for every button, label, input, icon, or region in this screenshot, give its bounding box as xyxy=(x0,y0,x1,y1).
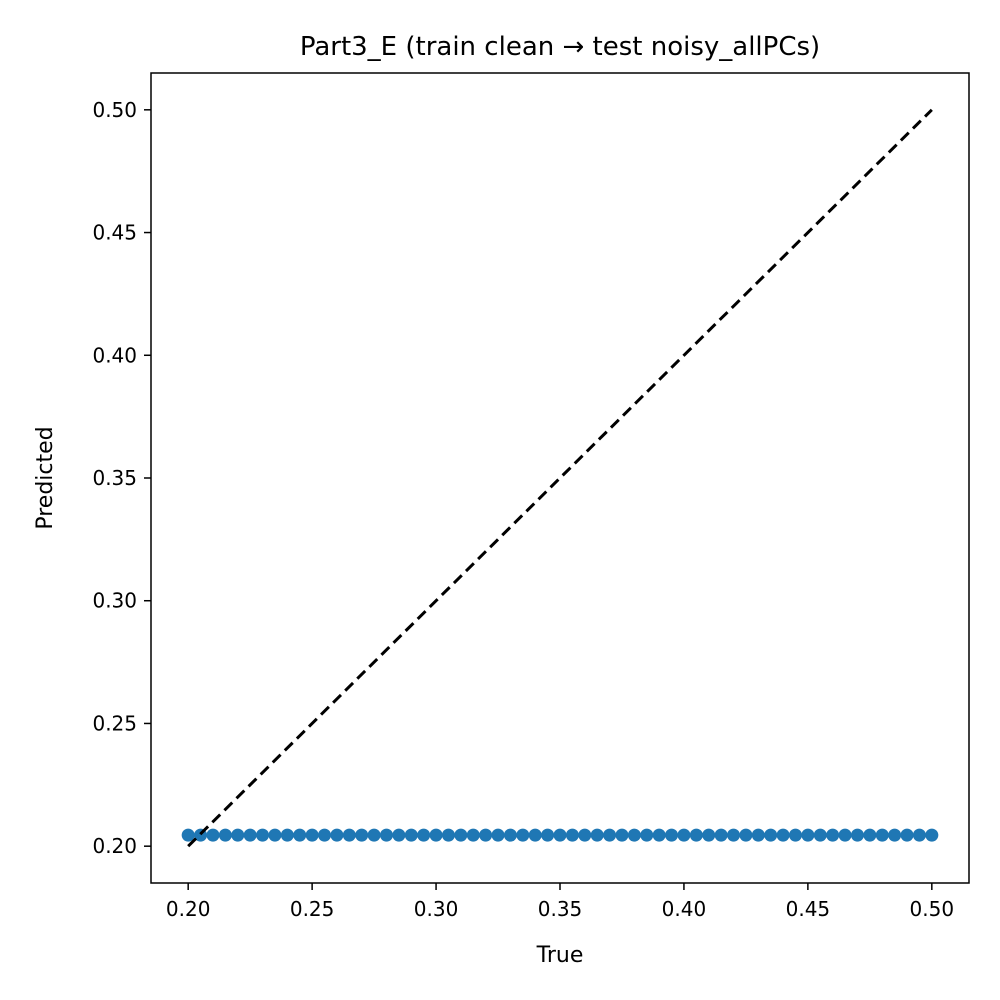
scatter-point xyxy=(367,828,381,842)
scatter-point xyxy=(330,828,344,842)
scatter-point xyxy=(454,828,468,842)
scatter-point xyxy=(429,828,443,842)
scatter-point xyxy=(776,828,790,842)
x-tick-label: 0.30 xyxy=(414,897,459,921)
scatter-point xyxy=(417,828,431,842)
scatter-point xyxy=(813,828,827,842)
scatter-point xyxy=(900,828,914,842)
scatter-point xyxy=(863,828,877,842)
x-tick-label: 0.45 xyxy=(786,897,831,921)
y-axis-label: Predicted xyxy=(33,426,58,529)
scatter-point xyxy=(714,828,728,842)
scatter-point xyxy=(541,828,555,842)
scatter-point xyxy=(590,828,604,842)
scatter-point xyxy=(603,828,617,842)
scatter-point xyxy=(342,828,356,842)
scatter-point xyxy=(739,828,753,842)
scatter-point xyxy=(640,828,654,842)
scatter-point xyxy=(665,828,679,842)
scatter-point xyxy=(392,828,406,842)
scatter-point xyxy=(516,828,530,842)
scatter-point xyxy=(218,828,232,842)
scatter-point xyxy=(466,828,480,842)
x-tick-label: 0.25 xyxy=(290,897,335,921)
scatter-point xyxy=(503,828,517,842)
scatter-point xyxy=(677,828,691,842)
scatter-point xyxy=(305,828,319,842)
scatter-point xyxy=(379,828,393,842)
scatter-point xyxy=(181,828,195,842)
y-tick-label: 0.20 xyxy=(92,834,137,858)
scatter-point xyxy=(441,828,455,842)
scatter-point xyxy=(528,828,542,842)
scatter-point xyxy=(627,828,641,842)
scatter-point xyxy=(565,828,579,842)
scatter-point xyxy=(206,828,220,842)
plot-area xyxy=(181,108,939,848)
plot-frame xyxy=(150,72,970,884)
scatter-point xyxy=(293,828,307,842)
x-axis: 0.20 0.25 0.30 0.35 0.40 0.45 0.50 xyxy=(166,883,954,921)
y-tick-label: 0.50 xyxy=(92,98,137,122)
scatter-point xyxy=(491,828,505,842)
y-tick-label: 0.40 xyxy=(92,343,137,367)
scatter-point xyxy=(479,828,493,842)
x-tick-label: 0.50 xyxy=(910,897,955,921)
x-tick-label: 0.35 xyxy=(538,897,583,921)
scatter-point xyxy=(764,828,778,842)
scatter-point xyxy=(318,828,332,842)
scatter-point xyxy=(875,828,889,842)
reference-line xyxy=(187,108,933,848)
scatter-point xyxy=(788,828,802,842)
scatter-point xyxy=(615,828,629,842)
scatter-point xyxy=(702,828,716,842)
scatter-point xyxy=(925,828,939,842)
y-axis: 0.20 0.25 0.30 0.35 0.40 0.45 0.50 xyxy=(92,98,151,858)
scatter-point xyxy=(243,828,257,842)
scatter-point xyxy=(652,828,666,842)
x-axis-label: True xyxy=(536,943,584,968)
chart-title: Part3_E (train clean → test noisy_allPCs… xyxy=(300,32,820,62)
scatter-point xyxy=(355,828,369,842)
scatter-point xyxy=(888,828,902,842)
y-tick-label: 0.30 xyxy=(92,589,137,613)
scatter-point xyxy=(280,828,294,842)
scatter-point xyxy=(838,828,852,842)
y-tick-label: 0.25 xyxy=(92,711,137,735)
scatter-point xyxy=(727,828,741,842)
y-tick-label: 0.35 xyxy=(92,466,137,490)
scatter-point xyxy=(268,828,282,842)
scatter-point xyxy=(850,828,864,842)
scatter-point xyxy=(912,828,926,842)
scatter-point xyxy=(578,828,592,842)
y-tick-label: 0.45 xyxy=(92,221,137,245)
scatter-point xyxy=(751,828,765,842)
x-tick-label: 0.20 xyxy=(166,897,211,921)
scatter-point xyxy=(231,828,245,842)
scatter-point xyxy=(553,828,567,842)
scatter-point xyxy=(826,828,840,842)
scatter-point xyxy=(801,828,815,842)
scatter-point xyxy=(404,828,418,842)
scatter-point xyxy=(256,828,270,842)
x-tick-label: 0.40 xyxy=(662,897,707,921)
scatter-point xyxy=(689,828,703,842)
